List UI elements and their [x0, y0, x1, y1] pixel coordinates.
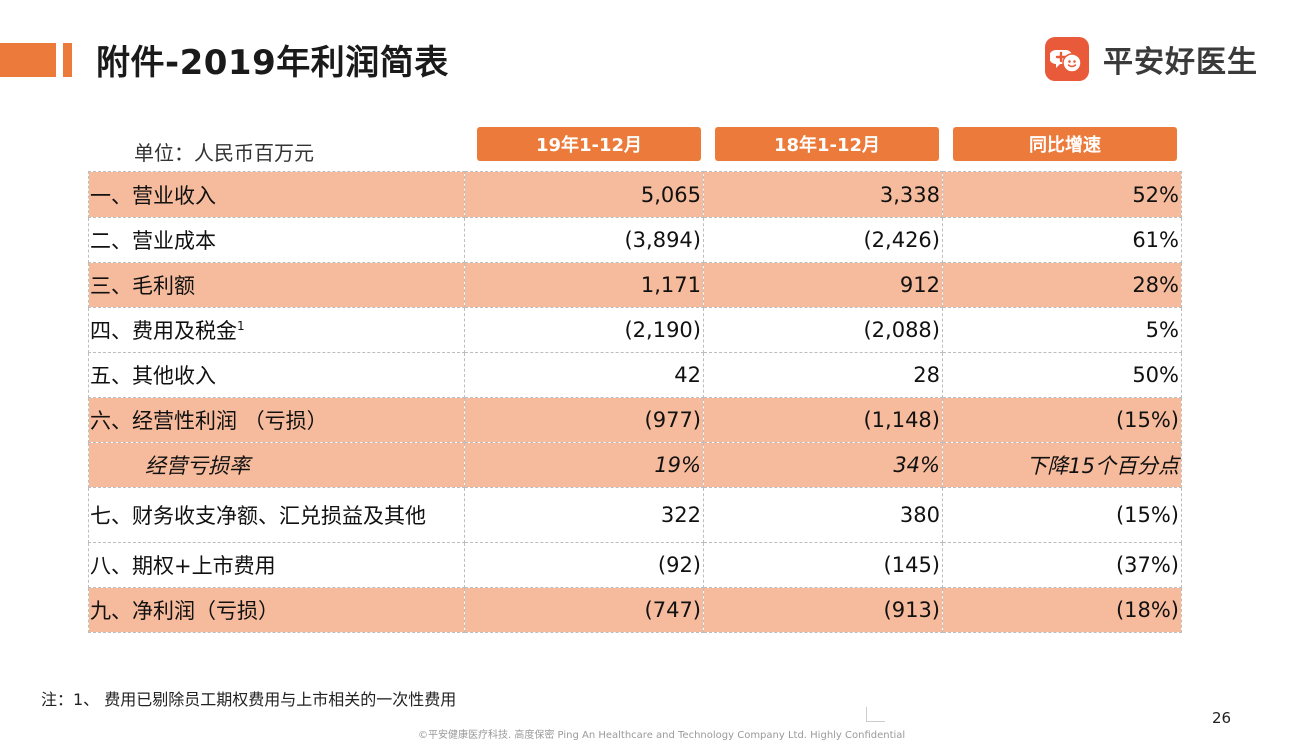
growth-value: 下降15个百分点	[942, 442, 1182, 488]
value-2019: 19%	[464, 442, 704, 488]
row-label: 八、期权+上市费用	[88, 542, 465, 588]
table-row: 五、其他收入 42 28 50%	[88, 352, 1182, 398]
value-2018: (2,088)	[703, 307, 943, 353]
growth-value: (18%)	[942, 587, 1182, 633]
growth-value: (15%)	[942, 397, 1182, 443]
value-2019: (92)	[464, 542, 704, 588]
accent-bar	[0, 43, 56, 77]
row-label: 九、净利润（亏损）	[88, 587, 465, 633]
footnote-marker: 1	[237, 319, 245, 333]
value-2019: (977)	[464, 397, 704, 443]
growth-value: 28%	[942, 262, 1182, 308]
value-2018: 380	[703, 487, 943, 543]
brand-logo: 平安好医生	[1045, 37, 1258, 81]
row-label-text: 四、费用及税金	[90, 319, 237, 343]
profit-table: 一、营业收入 5,065 3,338 52% 二、营业成本 (3,894) (2…	[88, 171, 1182, 633]
value-2018: 912	[703, 262, 943, 308]
value-2018: 28	[703, 352, 943, 398]
value-2018: (913)	[703, 587, 943, 633]
value-2019: (747)	[464, 587, 704, 633]
unit-label: 单位：人民币百万元	[134, 141, 314, 165]
row-label: 五、其他收入	[88, 352, 465, 398]
table-row: 九、净利润（亏损） (747) (913) (18%)	[88, 587, 1182, 633]
column-header-2018: 18年1-12月	[715, 127, 939, 161]
value-2018: (2,426)	[703, 217, 943, 263]
value-2018: (145)	[703, 542, 943, 588]
table-row: 二、营业成本 (3,894) (2,426) 61%	[88, 217, 1182, 263]
column-header-2019: 19年1-12月	[477, 127, 701, 161]
table-row: 一、营业收入 5,065 3,338 52%	[88, 171, 1182, 218]
row-label: 经营亏损率	[88, 442, 465, 488]
growth-value: (15%)	[942, 487, 1182, 543]
ping-an-good-doctor-logo-icon	[1045, 37, 1089, 81]
value-2019: (3,894)	[464, 217, 704, 263]
value-2018: 3,338	[703, 171, 943, 218]
growth-value: 61%	[942, 217, 1182, 263]
column-header-growth: 同比增速	[953, 127, 1177, 161]
confidential-footer: ©平安健康医疗科技. 高度保密 Ping An Healthcare and T…	[418, 730, 906, 741]
value-2018: (1,148)	[703, 397, 943, 443]
table-row: 四、费用及税金1 (2,190) (2,088) 5%	[88, 307, 1182, 353]
row-label: 四、费用及税金1	[88, 307, 465, 353]
decorative-mark	[866, 707, 885, 722]
growth-value: (37%)	[942, 542, 1182, 588]
value-2019: 42	[464, 352, 704, 398]
table-row: 六、经营性利润 （亏损） (977) (1,148) (15%)	[88, 397, 1182, 443]
value-2019: 5,065	[464, 171, 704, 218]
brand-name: 平安好医生	[1103, 45, 1258, 80]
table-row: 三、毛利额 1,171 912 28%	[88, 262, 1182, 308]
value-2019: (2,190)	[464, 307, 704, 353]
row-label: 七、财务收支净额、汇兑损益及其他	[88, 487, 465, 543]
row-label: 三、毛利额	[88, 262, 465, 308]
value-2019: 1,171	[464, 262, 704, 308]
value-2018: 34%	[703, 442, 943, 488]
growth-value: 50%	[942, 352, 1182, 398]
table-row: 八、期权+上市费用 (92) (145) (37%)	[88, 542, 1182, 588]
accent-bar-small	[63, 43, 72, 77]
footnote: 注：1、 费用已剔除员工期权费用与上市相关的一次性费用	[41, 690, 457, 709]
page-title: 附件-2019年利润简表	[96, 43, 449, 83]
value-2019: 322	[464, 487, 704, 543]
growth-value: 5%	[942, 307, 1182, 353]
growth-value: 52%	[942, 171, 1182, 218]
table-row: 经营亏损率 19% 34% 下降15个百分点	[88, 442, 1182, 488]
row-label: 二、营业成本	[88, 217, 465, 263]
row-label: 六、经营性利润 （亏损）	[88, 397, 465, 443]
page-number: 26	[1212, 709, 1232, 727]
table-row: 七、财务收支净额、汇兑损益及其他 322 380 (15%)	[88, 487, 1182, 543]
row-label: 一、营业收入	[88, 171, 465, 218]
